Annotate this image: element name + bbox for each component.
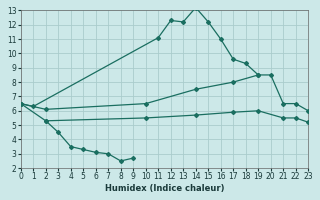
X-axis label: Humidex (Indice chaleur): Humidex (Indice chaleur) (105, 184, 224, 193)
